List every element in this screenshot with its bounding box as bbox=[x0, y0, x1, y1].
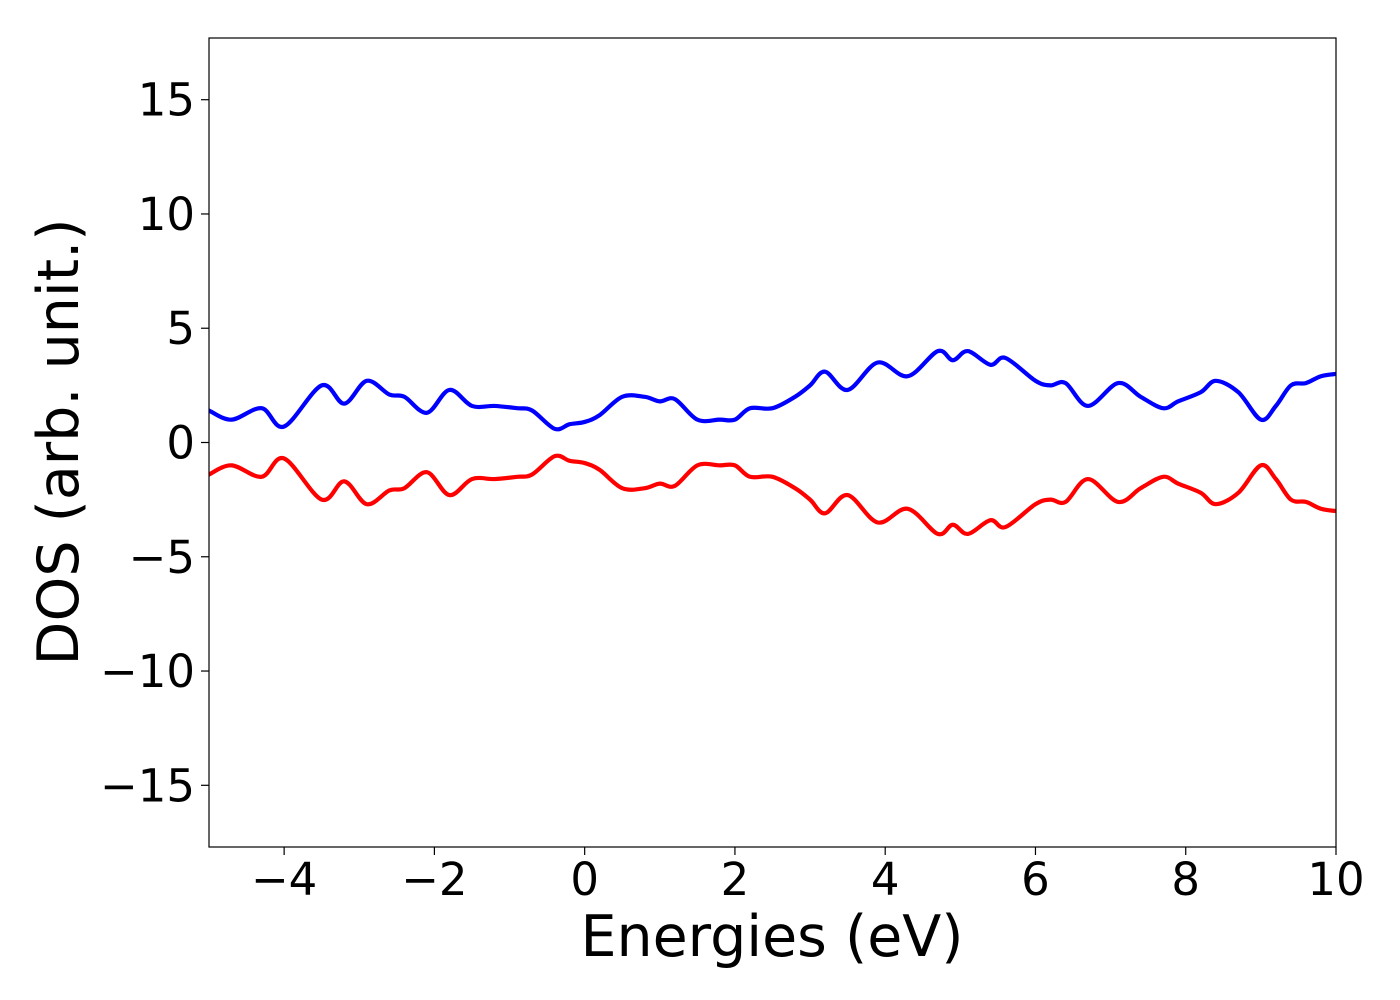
x-tick-label: 8 bbox=[1171, 853, 1200, 906]
y-axis-label: DOS (arb. unit.) bbox=[26, 219, 92, 666]
series-line-1 bbox=[209, 453, 1336, 537]
x-tick-label: 4 bbox=[871, 853, 900, 906]
y-tick-label: −5 bbox=[129, 531, 195, 584]
x-axis-ticks: −4 −2 0 2 4 6 8 10 bbox=[251, 847, 1365, 906]
y-tick-label: 5 bbox=[166, 302, 195, 355]
x-axis-label: Energies (eV) bbox=[580, 904, 963, 970]
x-tick-label: 2 bbox=[721, 853, 750, 906]
y-tick-label: 10 bbox=[138, 188, 195, 241]
y-tick-label: 0 bbox=[166, 417, 195, 470]
x-tick-label: −2 bbox=[401, 853, 467, 906]
y-tick-label: −15 bbox=[100, 759, 195, 812]
series-line-0 bbox=[209, 348, 1336, 432]
series-layer bbox=[209, 348, 1336, 537]
y-tick-label: −10 bbox=[100, 645, 195, 698]
x-tick-label: 10 bbox=[1307, 853, 1364, 906]
x-tick-label: 6 bbox=[1021, 853, 1050, 906]
y-axis-ticks: 15 10 5 0 −5 −10 −15 bbox=[100, 74, 209, 812]
x-tick-label: 0 bbox=[570, 853, 599, 906]
x-tick-label: −4 bbox=[251, 853, 317, 906]
y-tick-label: 15 bbox=[138, 74, 195, 127]
